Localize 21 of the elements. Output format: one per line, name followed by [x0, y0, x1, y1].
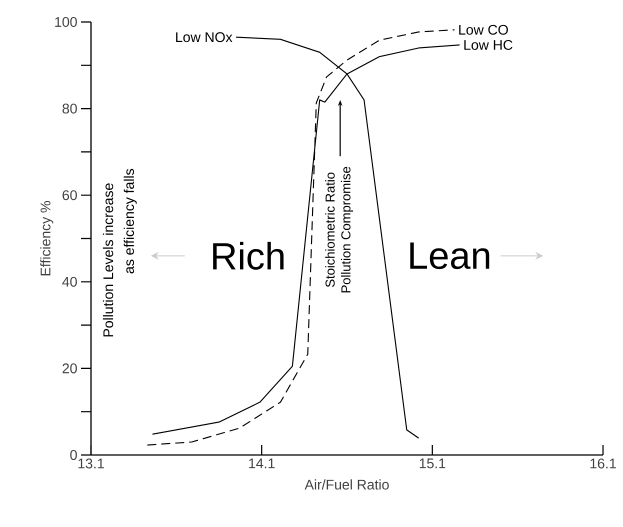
y-tick-label: 100	[55, 17, 77, 27]
y-tick-label: 80	[62, 104, 77, 114]
y-tick-label: 20	[62, 363, 77, 374]
annotation: as efficiency falls	[124, 168, 137, 274]
y-axis-title: Efficiency %	[40, 201, 54, 276]
x-tick-label: 14.1	[249, 458, 275, 468]
series-label: Low CO	[459, 24, 508, 35]
series-label: Low NOx	[176, 32, 232, 42]
x-axis-title: Air/Fuel Ratio	[304, 479, 389, 490]
annotation: Rich	[213, 242, 284, 270]
x-tick-label: 13.1	[78, 458, 104, 468]
annotation: Stoichiometric Ratio	[325, 172, 335, 288]
y-tick-label: 0	[70, 450, 77, 460]
annotation: Pollution Levels increase	[102, 183, 114, 336]
annotation: Lean	[410, 242, 490, 270]
x-tick-label: 16.1	[590, 458, 616, 468]
series-label: Low HC	[464, 40, 512, 50]
annotation: Pollution Compromise	[340, 166, 354, 292]
y-tick-label: 40	[62, 276, 77, 287]
x-tick-label: 15.1	[420, 458, 446, 468]
y-tick-label: 60	[62, 190, 77, 200]
